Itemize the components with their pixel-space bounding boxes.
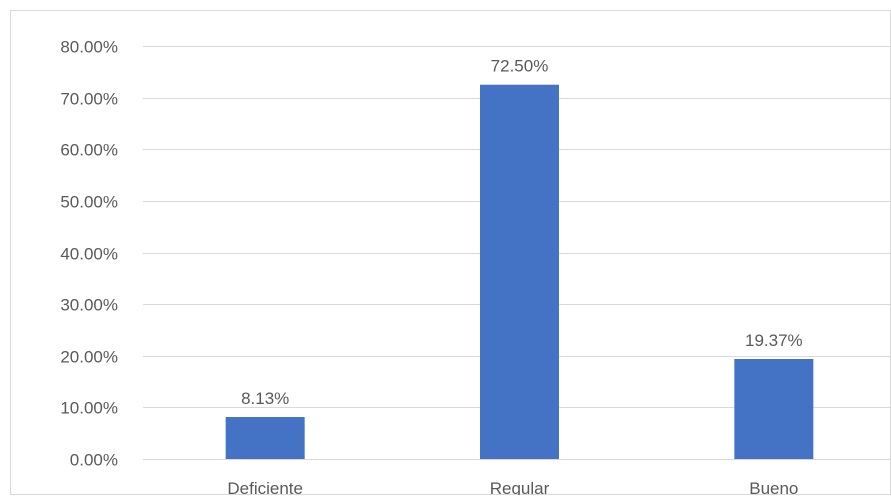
x-tick-label: Regular <box>490 479 550 495</box>
data-label: 19.37% <box>745 331 803 350</box>
data-labels: 8.13% 72.50% 19.37% <box>241 57 803 408</box>
y-tick-label: 30.00% <box>60 296 118 315</box>
bars <box>225 84 814 459</box>
bar <box>225 417 305 459</box>
y-tick-label: 0.00% <box>70 451 118 470</box>
y-tick-label: 50.00% <box>60 193 118 212</box>
x-axis-tick-labels: Deficiente Regular Bueno <box>227 479 798 498</box>
data-label: 8.13% <box>241 389 289 408</box>
x-tick-label: Bueno <box>749 479 798 495</box>
x-tick-label: Deficiente <box>227 479 303 495</box>
data-label: 72.50% <box>491 57 549 76</box>
bar <box>480 84 559 459</box>
y-tick-label: 40.00% <box>60 245 118 264</box>
y-tick-label: 20.00% <box>60 348 118 367</box>
y-tick-label: 80.00% <box>60 38 118 57</box>
y-tick-label: 10.00% <box>60 399 118 418</box>
y-axis-tick-labels: 0.00% 10.00% 20.00% 30.00% 40.00% 50.00% 60.00… <box>60 38 118 470</box>
y-tick-label: 70.00% <box>60 90 118 109</box>
y-tick-label: 60.00% <box>60 141 118 160</box>
bar <box>734 359 814 459</box>
